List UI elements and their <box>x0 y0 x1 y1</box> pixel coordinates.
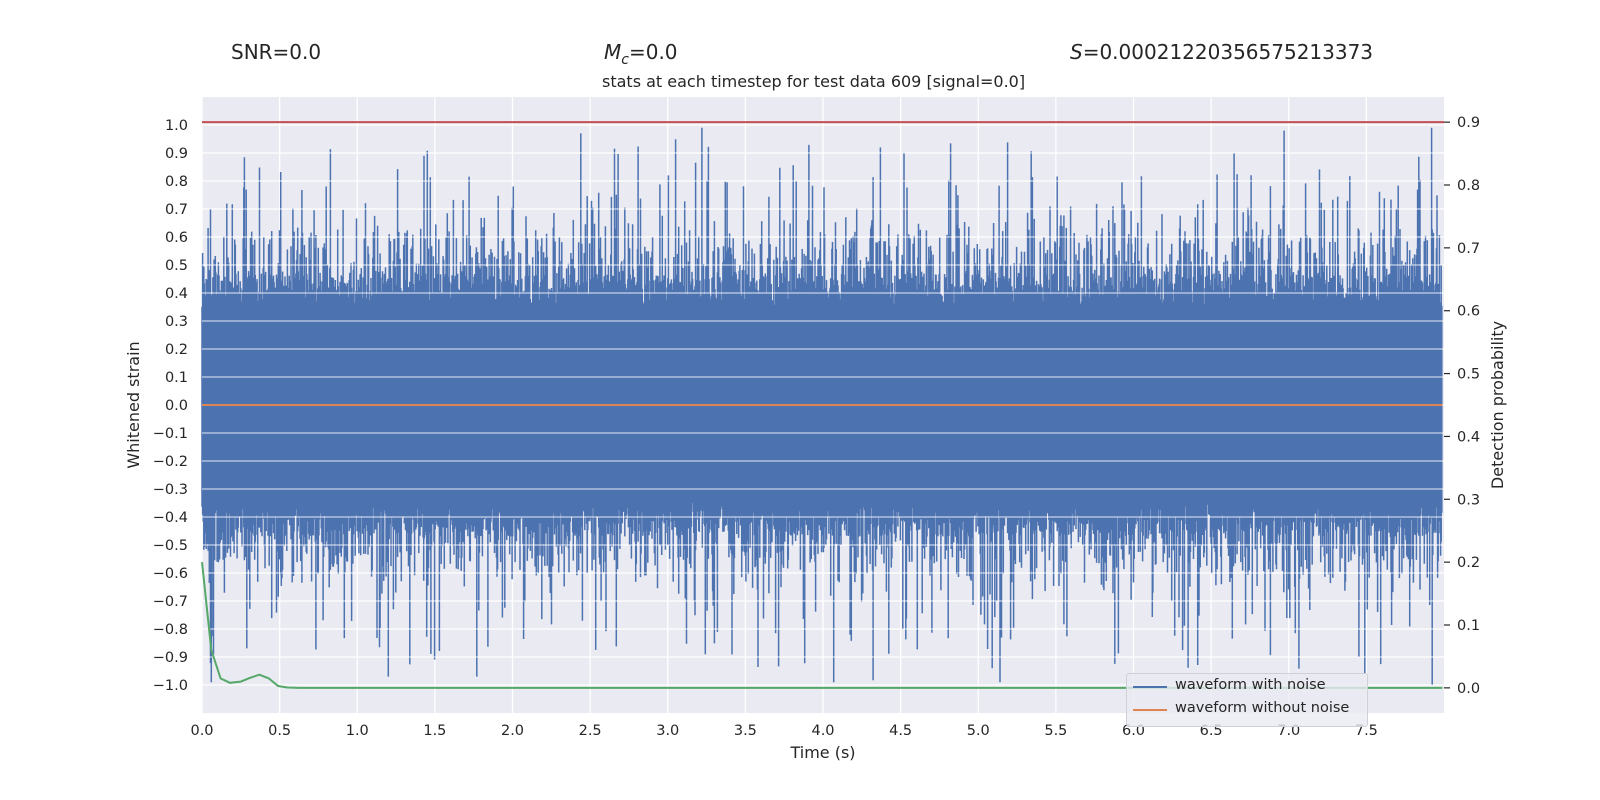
legend-swatch-without-noise <box>1133 709 1167 711</box>
x-tick-label: 2.0 <box>501 723 524 739</box>
y-tick-label: −0.9 <box>153 650 188 666</box>
y-tick-label: 0.5 <box>165 258 188 274</box>
x-tick-label: 0.5 <box>268 723 291 739</box>
chirp-mass-value: =0.0 <box>628 40 678 64</box>
y-axis-label: Whitened strain <box>124 341 143 468</box>
y-tick-label: −0.5 <box>153 538 188 554</box>
chirp-mass-subscript: c <box>621 52 629 68</box>
snr-readout: SNR=0.0 <box>231 40 322 64</box>
x-tick-label: 2.5 <box>579 723 602 739</box>
y-tick-label: 0.1 <box>165 370 188 386</box>
series-detection-probability <box>201 561 1443 689</box>
y2-tick-label: 0.4 <box>1457 429 1480 445</box>
x-tick-label: 6.0 <box>1122 723 1145 739</box>
y-tick-label: 0.9 <box>165 146 188 162</box>
y-tick-label: 0.6 <box>165 230 188 246</box>
y-tick-label: 0.0 <box>165 398 188 414</box>
y-tick-label: −0.6 <box>153 566 188 582</box>
y2-tick-label: 0.1 <box>1457 618 1480 634</box>
y2-tick-label: 0.2 <box>1457 555 1480 571</box>
chirp-mass-readout: Mc=0.0 <box>604 40 678 68</box>
y-tick-label: 1.0 <box>165 118 188 134</box>
x-tick-label: 7.5 <box>1355 723 1378 739</box>
legend-item-with-noise: waveform with noise <box>1127 676 1367 698</box>
x-tick-label: 3.0 <box>656 723 679 739</box>
x-tick-label: 5.0 <box>967 723 990 739</box>
x-tick-label: 6.5 <box>1200 723 1223 739</box>
y2-tick-label: 0.7 <box>1457 241 1480 257</box>
y-tick-label: −0.3 <box>153 482 188 498</box>
x-tick-label: 7.0 <box>1277 723 1300 739</box>
series-waveform-with-noise <box>201 127 1443 685</box>
legend-label-with-noise: waveform with noise <box>1175 677 1326 693</box>
y2-tick-label: 0.0 <box>1457 681 1480 697</box>
legend-label-without-noise: waveform without noise <box>1175 700 1350 716</box>
x-tick-label: 3.5 <box>734 723 757 739</box>
x-tick-label: 1.0 <box>346 723 369 739</box>
s-statistic-readout: S=0.00021220356575213373 <box>1070 40 1373 64</box>
x-tick-label: 1.5 <box>423 723 446 739</box>
chart-title: stats at each timestep for test data 609… <box>602 72 1026 91</box>
y-tick-label: −1.0 <box>153 678 188 694</box>
y-tick-label: −0.7 <box>153 594 188 610</box>
legend-swatch-with-noise <box>1133 686 1167 688</box>
legend-item-without-noise: waveform without noise <box>1127 699 1367 721</box>
y-tick-label: −0.2 <box>153 454 188 470</box>
x-tick-label: 0.0 <box>190 723 213 739</box>
y-tick-label: −0.4 <box>153 510 188 526</box>
y-tick-label: −0.1 <box>153 426 188 442</box>
x-tick-label: 5.5 <box>1044 723 1067 739</box>
x-axis-label: Time (s) <box>789 743 855 762</box>
y-tick-label: 0.7 <box>165 202 188 218</box>
s-statistic-symbol: S <box>1070 40 1083 64</box>
y-tick-label: 0.2 <box>165 342 188 358</box>
y-tick-label: 0.3 <box>165 314 188 330</box>
x-tick-label: 4.5 <box>889 723 912 739</box>
y2-tick-label: 0.9 <box>1457 115 1480 131</box>
y2-tick-label: 0.3 <box>1457 492 1480 508</box>
x-tick-label: 4.0 <box>811 723 834 739</box>
y-tick-label: −0.8 <box>153 622 188 638</box>
s-statistic-value: =0.00021220356575213373 <box>1082 40 1374 64</box>
legend: waveform with noise waveform without noi… <box>1126 673 1368 727</box>
y-tick-label: 0.4 <box>165 286 188 302</box>
y2-tick-label: 0.8 <box>1457 178 1480 194</box>
y2-tick-label: 0.6 <box>1457 304 1480 320</box>
chirp-mass-symbol: M <box>604 40 622 64</box>
y2-tick-label: 0.5 <box>1457 367 1480 383</box>
y2-axis-label: Detection probability <box>1488 321 1507 489</box>
y-tick-label: 0.8 <box>165 174 188 190</box>
